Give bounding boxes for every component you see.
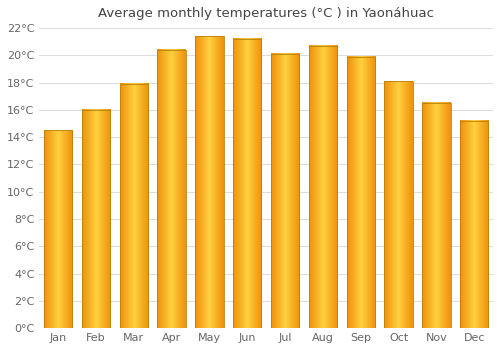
Bar <box>196 36 224 328</box>
Bar <box>460 121 488 328</box>
Bar <box>44 131 72 328</box>
Bar <box>233 39 262 328</box>
Bar <box>308 46 337 328</box>
Bar <box>346 57 375 328</box>
Bar <box>422 103 450 328</box>
Bar <box>120 84 148 328</box>
Title: Average monthly temperatures (°C ) in Yaonáhuac: Average monthly temperatures (°C ) in Ya… <box>98 7 434 20</box>
Bar <box>82 110 110 328</box>
Bar <box>271 54 300 328</box>
Bar <box>384 81 412 328</box>
Bar <box>158 50 186 328</box>
